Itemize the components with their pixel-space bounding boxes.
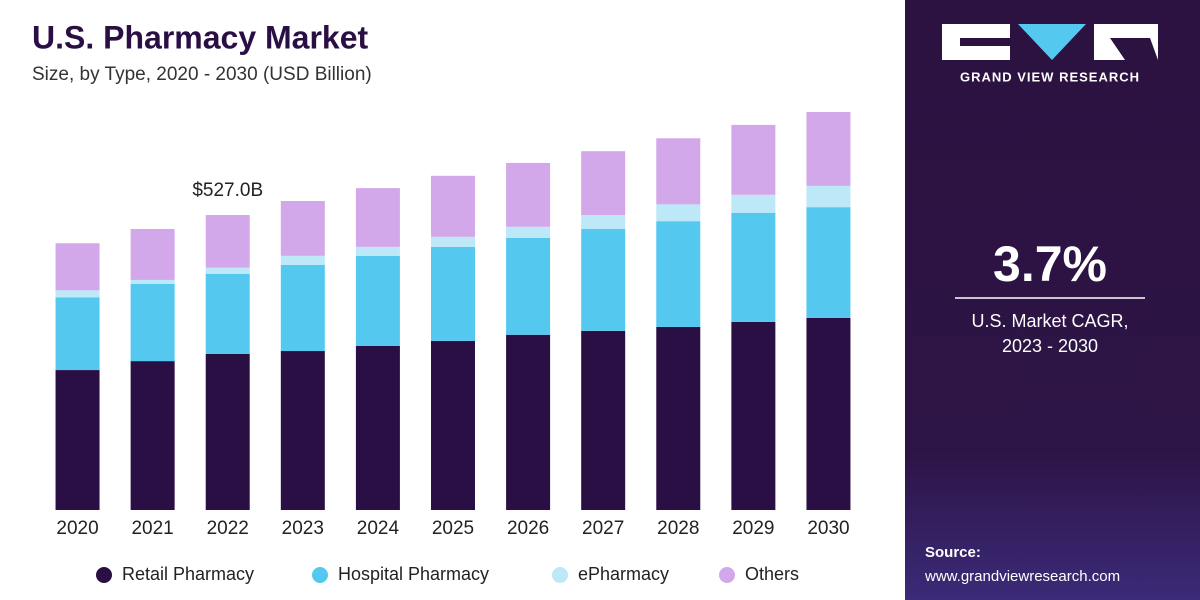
- bar-segment: [55, 243, 100, 291]
- bar-segment: [656, 326, 701, 510]
- bar-segment: [806, 207, 851, 318]
- logo-r-cut: [1110, 38, 1158, 60]
- bar-segment: [130, 283, 175, 362]
- logo-v: [1018, 24, 1086, 60]
- cagr-label: 2023 - 2030: [1002, 336, 1098, 356]
- bar-segment: [55, 297, 100, 371]
- x-tick-label: 2029: [732, 518, 774, 539]
- bar-segment: [506, 334, 551, 510]
- bar-segment: [581, 151, 626, 215]
- bar-segment: [431, 246, 475, 341]
- bar-segment: [205, 273, 250, 354]
- legend-marker: [312, 567, 328, 583]
- x-tick-label: 2024: [357, 518, 400, 539]
- bar-segment: [506, 237, 551, 335]
- bar-segment: [506, 162, 551, 227]
- bar-segment: [806, 317, 851, 510]
- bar-segment: [280, 255, 325, 265]
- total-label: $527.0B: [192, 180, 263, 201]
- x-tick-label: 2030: [807, 518, 849, 539]
- bar-segment: [581, 214, 626, 229]
- legend-label: Others: [745, 564, 799, 584]
- bar-segment: [656, 204, 701, 222]
- bar-segment: [280, 351, 325, 510]
- bar-segment: [205, 214, 250, 268]
- source-label: Source:: [925, 544, 981, 561]
- legend-marker: [552, 567, 568, 583]
- x-tick-label: 2026: [507, 518, 549, 539]
- x-tick-label: 2022: [207, 518, 249, 539]
- bar-segment: [355, 345, 400, 510]
- bar-segment: [731, 194, 776, 213]
- bar-segment: [656, 221, 701, 327]
- x-tick-label: 2025: [432, 518, 474, 539]
- bar-segment: [731, 124, 776, 195]
- legend-label: ePharmacy: [578, 564, 669, 584]
- legend-marker: [719, 567, 735, 583]
- bar-segment: [130, 279, 175, 284]
- bar-segment: [731, 321, 776, 510]
- bar-segment: [506, 226, 551, 238]
- x-tick-label: 2028: [657, 518, 699, 539]
- bar-segment: [581, 228, 626, 331]
- logo: GRAND VIEW RESEARCH: [942, 24, 1158, 84]
- bar-segment: [280, 264, 325, 352]
- brand: GRAND VIEW RESEARCH: [960, 69, 1140, 84]
- logo-g-cut: [960, 38, 1010, 46]
- bar-segment: [280, 201, 325, 256]
- bar-segment: [55, 290, 100, 298]
- bar-segment: [431, 340, 475, 510]
- x-tick-label: 2023: [282, 518, 324, 539]
- legend-label: Retail Pharmacy: [122, 564, 254, 584]
- bar-segment: [355, 188, 400, 247]
- legend-marker: [96, 567, 112, 583]
- bar-segment: [205, 267, 250, 274]
- source-url: www.grandviewresearch.com: [924, 568, 1120, 585]
- bar-segment: [355, 255, 400, 346]
- cagr-label: U.S. Market CAGR,: [971, 311, 1128, 331]
- bar-segment: [731, 212, 776, 322]
- bar-segment: [806, 185, 851, 208]
- bar-segment: [205, 353, 250, 510]
- sidebar: [905, 0, 1200, 600]
- bar-segment: [581, 330, 626, 510]
- bar-segment: [656, 138, 701, 205]
- bar-segment: [130, 361, 175, 510]
- x-tick-label: 2020: [56, 518, 98, 539]
- bar-segment: [431, 236, 475, 247]
- bar-segment: [55, 370, 100, 510]
- bar-segment: [355, 246, 400, 256]
- x-tick-label: 2027: [582, 518, 624, 539]
- legend-label: Hospital Pharmacy: [338, 564, 489, 584]
- bar-segment: [431, 175, 475, 237]
- chart-title: U.S. Pharmacy Market: [32, 19, 369, 55]
- cagr-value: 3.7%: [993, 236, 1107, 292]
- bar-segment: [130, 228, 175, 280]
- bar-segment: [806, 112, 851, 186]
- x-tick-label: 2021: [131, 518, 173, 539]
- chart-subtitle: Size, by Type, 2020 - 2030 (USD Billion): [32, 64, 372, 85]
